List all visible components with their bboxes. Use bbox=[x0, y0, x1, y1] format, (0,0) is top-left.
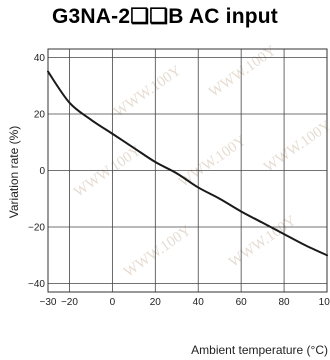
x-tick-label: 20 bbox=[150, 297, 162, 308]
x-axis-label: Ambient temperature (°C) bbox=[191, 343, 328, 357]
plot-frame bbox=[47, 48, 328, 293]
watermark-text: WWW.100Y bbox=[226, 213, 299, 271]
watermark-text: WWW.100Y bbox=[71, 143, 144, 201]
y-axis-label: Variation rate (%) bbox=[7, 126, 21, 218]
x-tick-label: 0 bbox=[110, 297, 116, 308]
x-tick-label: −20 bbox=[61, 297, 78, 308]
x-tick-label: −30 bbox=[40, 297, 57, 308]
y-tick-label: 40 bbox=[34, 53, 46, 64]
watermark-text: WWW.100Y bbox=[111, 63, 184, 121]
y-tick-label: −20 bbox=[28, 223, 45, 234]
watermark-text: WWW.100Y bbox=[176, 133, 249, 191]
chart-title: G3NA-2❏❏B AC input bbox=[52, 5, 278, 28]
grid-layer bbox=[47, 48, 328, 293]
series-line bbox=[47, 70, 328, 257]
tick-layer: −30 −20 0 20 40 60 80 100 40 20 0 −20 −40 bbox=[28, 53, 330, 308]
x-tick-label: 80 bbox=[279, 297, 291, 308]
x-tick-label: 60 bbox=[236, 297, 248, 308]
watermark-text: WWW.100Y bbox=[206, 43, 279, 101]
series-layer bbox=[47, 70, 328, 257]
x-tick-label: 100 bbox=[319, 297, 330, 308]
watermark-text: WWW.100Y bbox=[121, 223, 194, 281]
x-tick-label: 40 bbox=[193, 297, 205, 308]
y-tick-label: 20 bbox=[34, 109, 46, 120]
y-tick-label: 0 bbox=[39, 166, 45, 177]
watermark-text: WWW.100Y bbox=[261, 118, 330, 176]
y-tick-label: −40 bbox=[28, 279, 45, 290]
